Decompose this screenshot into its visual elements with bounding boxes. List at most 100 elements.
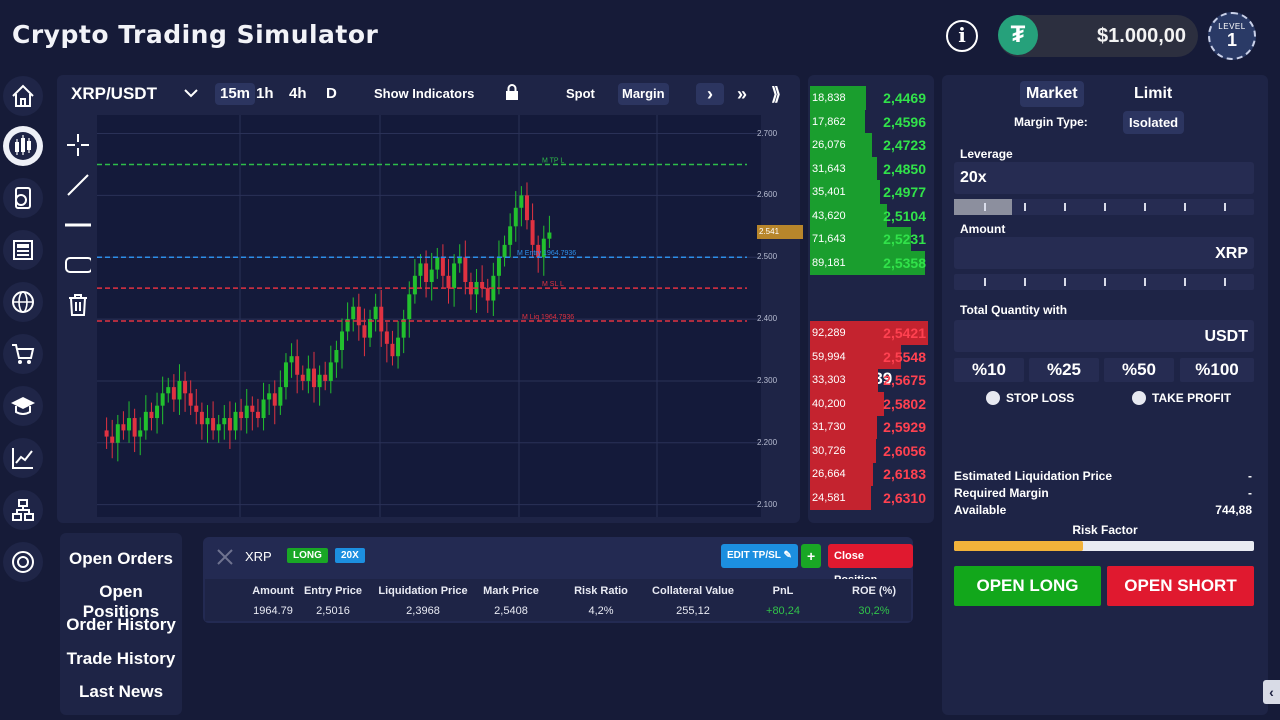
- bid-row[interactable]: 92,289 2,5421: [810, 321, 928, 345]
- book-volume: 31,643: [812, 162, 846, 175]
- trendline-tool[interactable]: [65, 172, 91, 198]
- candle: [524, 195, 529, 221]
- total-field[interactable]: USDT: [954, 320, 1254, 352]
- ask-row[interactable]: 43,620 2,5104: [810, 203, 928, 228]
- margin-type-select[interactable]: Isolated: [1123, 111, 1185, 134]
- amount-field[interactable]: XRP: [954, 237, 1254, 269]
- candle: [115, 424, 120, 443]
- candle: [496, 257, 501, 276]
- depth-bar: [810, 321, 928, 345]
- nav-order-history[interactable]: Order History: [66, 615, 176, 634]
- cart-icon: [12, 344, 35, 364]
- radio-icon: [1132, 391, 1146, 405]
- pct-100-button[interactable]: %100: [1180, 358, 1254, 382]
- bid-row[interactable]: 24,581 2,6310: [810, 485, 928, 510]
- edit-tpsl-button[interactable]: EDIT TP/SL ✎: [721, 544, 798, 568]
- margin-button[interactable]: Margin: [618, 83, 669, 105]
- lock-icon[interactable]: [505, 84, 519, 106]
- sidebar-home[interactable]: [3, 76, 43, 116]
- slider-tick: [1024, 278, 1026, 286]
- ask-row[interactable]: 26,076 2,4723: [810, 133, 928, 157]
- pct-10-button[interactable]: %10: [954, 358, 1024, 382]
- crosshair-tool[interactable]: [65, 132, 91, 158]
- pair-selector[interactable]: XRP/USDT: [71, 84, 157, 103]
- sidebar-academy[interactable]: [3, 386, 43, 426]
- ask-row[interactable]: 89,181 2,5358: [810, 250, 928, 275]
- balance-value: $1.000,00: [1097, 25, 1186, 47]
- sidebar-analytics[interactable]: [3, 438, 43, 478]
- candle: [547, 232, 552, 239]
- risk-factor-bar: [954, 541, 1254, 551]
- position-cell: 4,2%: [588, 605, 614, 617]
- close-position-button[interactable]: Close Position: [828, 544, 913, 586]
- chevron-down-icon[interactable]: [183, 87, 199, 109]
- slider-tick: [984, 203, 986, 211]
- sidebar-world[interactable]: [3, 282, 43, 322]
- pct-25-button[interactable]: %25: [1029, 358, 1099, 382]
- collapse-panel-button[interactable]: ‹: [1263, 680, 1280, 704]
- horizontal-line-tool[interactable]: [65, 212, 91, 238]
- add-button[interactable]: +: [801, 544, 822, 568]
- nav-last-news[interactable]: Last News: [78, 682, 164, 701]
- slider-tick: [1144, 203, 1146, 211]
- ask-row[interactable]: 31,643 2,4850: [810, 156, 928, 181]
- order-line-label: M Entry 1964.7936: [517, 250, 576, 257]
- sidebar-crypto[interactable]: [3, 542, 43, 582]
- price-tick-label: 2.400: [757, 314, 778, 324]
- sidebar-portfolio[interactable]: [3, 178, 43, 218]
- timeframe-d[interactable]: D: [326, 85, 337, 102]
- sidebar-shop[interactable]: [3, 334, 43, 374]
- book-volume: 18,838: [812, 92, 846, 104]
- nav-open-orders[interactable]: Open Orders: [69, 549, 173, 568]
- tab-market[interactable]: Market: [1020, 81, 1084, 107]
- depth-bar: [810, 203, 887, 228]
- show-indicators-button[interactable]: Show Indicators: [374, 86, 475, 101]
- delete-tool[interactable]: [65, 292, 91, 318]
- rectangle-tool[interactable]: [65, 252, 91, 278]
- bid-row[interactable]: 31,730 2,5929: [810, 415, 928, 439]
- slider-tick: [1224, 203, 1226, 211]
- ask-row[interactable]: 71,643 2,5231: [810, 227, 928, 251]
- fast-forward-button[interactable]: ⟫: [771, 84, 782, 104]
- candle: [222, 418, 227, 425]
- info-icon[interactable]: i: [946, 20, 978, 52]
- bid-row[interactable]: 59,994 2,5548: [810, 344, 928, 369]
- leverage-badge: 20X: [335, 548, 365, 563]
- chart-area[interactable]: M TP L M Entry 1964.7936 M SL L M Liq 1964.…: [97, 115, 761, 517]
- leverage-field[interactable]: 20x: [954, 162, 1254, 194]
- stop-loss-toggle[interactable]: STOP LOSS: [986, 391, 1074, 405]
- sidebar-company[interactable]: [3, 490, 43, 530]
- candle: [239, 411, 244, 419]
- est-liq-label: Estimated Liquidation Price: [954, 469, 1113, 483]
- timeframe-4h[interactable]: 4h: [289, 85, 307, 102]
- book-volume: 71,643: [812, 233, 846, 245]
- sidebar-trading[interactable]: [3, 126, 43, 166]
- timeframe-15m[interactable]: 15m: [215, 83, 256, 105]
- timeframe-1h[interactable]: 1h: [256, 85, 274, 102]
- tab-limit[interactable]: Limit: [1134, 85, 1173, 102]
- open-short-button[interactable]: OPEN SHORT: [1107, 566, 1254, 606]
- nav-open-positions[interactable]: Open Positions: [82, 582, 160, 621]
- bid-row[interactable]: 33,303 2,5675: [810, 368, 928, 392]
- sidebar-news[interactable]: [3, 230, 43, 270]
- bid-row[interactable]: 40,200 2,5802: [810, 391, 928, 416]
- next-step-button[interactable]: ›: [696, 83, 724, 105]
- depth-bar: [810, 180, 880, 204]
- spot-button[interactable]: Spot: [566, 86, 595, 101]
- bid-row[interactable]: 30,726 2,6056: [810, 438, 928, 463]
- ask-row[interactable]: 35,401 2,4977: [810, 180, 928, 204]
- slider-tick: [1184, 278, 1186, 286]
- nav-trade-history[interactable]: Trade History: [66, 649, 176, 668]
- position-symbol: XRP: [245, 549, 272, 564]
- take-profit-toggle[interactable]: TAKE PROFIT: [1132, 391, 1231, 405]
- pct-50-button[interactable]: %50: [1104, 358, 1174, 382]
- amount-slider[interactable]: [954, 274, 1254, 290]
- open-long-button[interactable]: OPEN LONG: [954, 566, 1101, 606]
- level-badge[interactable]: LEVEL 1: [1208, 12, 1256, 60]
- leverage-slider[interactable]: [954, 199, 1254, 215]
- position-table: [205, 579, 911, 621]
- ask-row[interactable]: 17,862 2,4596: [810, 109, 928, 134]
- skip-button[interactable]: »: [737, 84, 748, 104]
- bid-row[interactable]: 26,664 2,6183: [810, 462, 928, 486]
- ask-row[interactable]: 18,838 2,4469: [810, 86, 928, 110]
